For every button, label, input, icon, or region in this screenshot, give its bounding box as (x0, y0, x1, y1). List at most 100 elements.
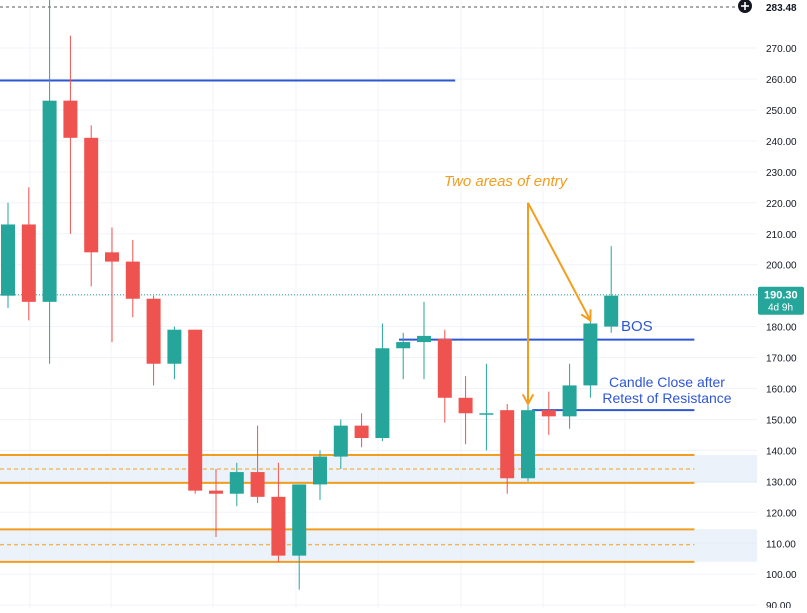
arrow-head (580, 309, 592, 323)
add-alert-icon[interactable] (738, 0, 752, 13)
candle-body (229, 472, 244, 494)
price-axis-tick-label: 150.00 (766, 415, 797, 426)
candle (604, 246, 619, 333)
price-axis-tick-label: 170.00 (766, 354, 797, 365)
candle (42, 0, 57, 364)
price-axis-tick-label: 270.00 (766, 44, 797, 55)
candle-body (167, 329, 182, 364)
candle (63, 35, 78, 234)
candle-body (562, 385, 577, 417)
candle-body (146, 298, 161, 364)
price-axis-tick-label: 180.00 (766, 323, 797, 334)
current-price-marker: 190.30 4d 9h (758, 286, 804, 315)
candle-countdown-label: 4d 9h (768, 303, 793, 314)
candle (105, 227, 119, 343)
candle (521, 403, 535, 482)
price-axis-tick-label: 250.00 (766, 106, 797, 117)
candle (437, 329, 452, 423)
candle (333, 419, 348, 469)
candle-body (21, 224, 36, 302)
candle-body (63, 100, 78, 138)
candle-body (125, 261, 140, 299)
price-axis-tick-label: 230.00 (766, 168, 797, 179)
candle (500, 403, 515, 494)
current-price-badge (758, 286, 804, 315)
candle (583, 317, 598, 398)
candle-body (396, 342, 411, 349)
candle-body (500, 410, 515, 479)
price-axis-tick-label: 220.00 (766, 199, 797, 210)
price-axis-tick-label: 110.00 (766, 539, 796, 550)
candle (375, 323, 390, 442)
price-axis-top-label: 283.48 (766, 3, 797, 14)
price-axis-tick-label: 210.00 (766, 230, 797, 241)
candle-body (437, 338, 452, 398)
candle-body (479, 413, 494, 415)
candle-body (417, 335, 431, 343)
candle-body (105, 252, 119, 262)
annotation-two-areas-of-entry: Two areas of entry (444, 173, 569, 190)
annotation-retest-of-resistance: Retest of Resistance (602, 390, 731, 406)
candle-body (271, 496, 286, 556)
annotation-bos: BOS (621, 318, 653, 335)
candle (125, 239, 140, 318)
arrow-shaft (527, 202, 592, 321)
candle (271, 462, 286, 562)
candle (21, 187, 36, 321)
candle-body (1, 224, 15, 296)
candle-body (521, 410, 535, 479)
candle-body (313, 456, 327, 485)
candle (354, 413, 369, 448)
price-axis-tick-label: 100.00 (766, 570, 797, 581)
candle-body (209, 490, 223, 494)
current-price-label: 190.30 (764, 290, 798, 302)
entry-arrow (521, 202, 535, 407)
price-axis-tick-label: 90.00 (766, 601, 791, 608)
price-axis-tick-label: 240.00 (766, 137, 797, 148)
candle-body (188, 329, 203, 491)
candle (562, 363, 577, 429)
candle (229, 462, 244, 507)
arrow-head (521, 393, 535, 407)
annotation-candle-close: Candle Close after (609, 374, 725, 390)
candle (250, 425, 265, 504)
candle-body (250, 472, 265, 497)
candle-body (604, 295, 619, 327)
candle (84, 125, 99, 287)
candle-body (375, 348, 390, 439)
annotations: Two areas of entry BOS Candle Close afte… (444, 173, 732, 406)
candles (1, 0, 619, 590)
candle-body (541, 410, 556, 417)
candle (167, 326, 182, 380)
candle (396, 332, 411, 380)
candle (313, 450, 327, 500)
candle (541, 391, 556, 435)
candle (417, 301, 431, 380)
price-axis-tick-label: 160.00 (766, 385, 797, 396)
candle-body (354, 425, 369, 439)
price-axis-tick-label: 120.00 (766, 508, 797, 519)
price-axis-tick-label: 200.00 (766, 261, 797, 272)
candle (292, 484, 307, 590)
candle (209, 468, 223, 538)
candle (188, 329, 203, 494)
candle (458, 376, 473, 445)
candle-body (42, 100, 57, 302)
price-axis[interactable]: 283.48 270.00 260.00 250.00 240.00 230.00 220… (738, 0, 807, 612)
price-axis-tick-label: 260.00 (766, 75, 797, 86)
candle-body (583, 323, 598, 386)
entry-arrow (527, 202, 592, 323)
candle-body (458, 397, 473, 414)
support-zone (0, 529, 757, 562)
candle (146, 295, 161, 386)
candle-body (292, 484, 307, 556)
price-axis-tick-label: 140.00 (766, 446, 797, 457)
candle (479, 363, 494, 451)
candle-body (333, 425, 348, 457)
entry-arrows (521, 202, 592, 407)
horizontal-lines (0, 79, 757, 563)
candle (1, 202, 15, 309)
